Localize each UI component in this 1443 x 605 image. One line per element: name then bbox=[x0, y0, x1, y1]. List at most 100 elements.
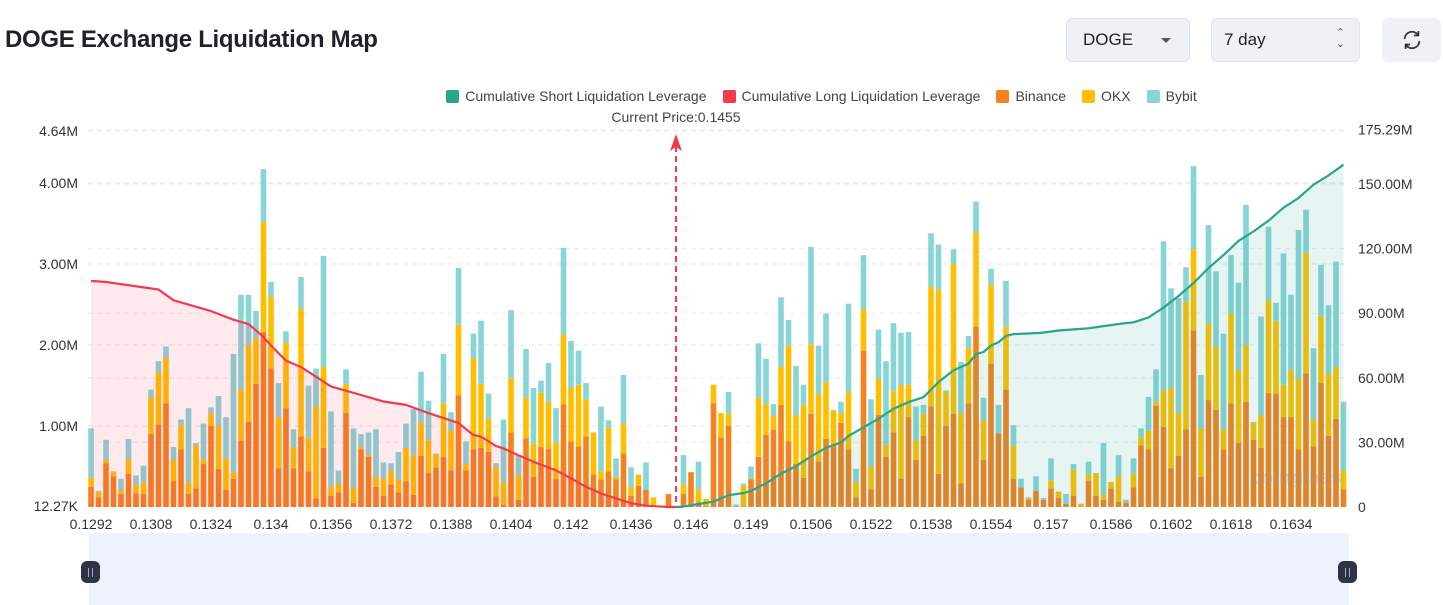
bar-okx[interactable] bbox=[403, 447, 409, 482]
bar-okx[interactable] bbox=[125, 459, 132, 474]
bar-binance[interactable] bbox=[88, 486, 94, 507]
bar-binance[interactable] bbox=[905, 417, 912, 507]
bar-okx[interactable] bbox=[913, 440, 919, 461]
bar-okx[interactable] bbox=[740, 485, 747, 507]
bar-binance[interactable] bbox=[763, 434, 769, 507]
bar-okx[interactable] bbox=[725, 413, 732, 426]
bar-okx[interactable] bbox=[620, 423, 627, 454]
bar-okx[interactable] bbox=[380, 478, 387, 496]
bar-bybit[interactable] bbox=[1243, 204, 1249, 345]
bar-okx[interactable] bbox=[470, 357, 477, 450]
bar-binance[interactable] bbox=[403, 481, 409, 507]
bar-bybit[interactable] bbox=[463, 441, 469, 465]
bar-okx[interactable] bbox=[1340, 470, 1347, 490]
bar-binance[interactable] bbox=[523, 438, 529, 507]
bar-okx[interactable] bbox=[223, 458, 229, 490]
bar-okx[interactable] bbox=[815, 394, 822, 462]
bar-okx[interactable] bbox=[1048, 480, 1054, 489]
bar-okx[interactable] bbox=[170, 460, 177, 482]
bar-okx[interactable] bbox=[545, 401, 552, 449]
bar-binance[interactable] bbox=[185, 494, 192, 507]
bar-binance[interactable] bbox=[1115, 501, 1122, 507]
bar-binance[interactable] bbox=[980, 460, 987, 507]
bar-binance[interactable] bbox=[778, 404, 784, 507]
bar-binance[interactable] bbox=[868, 489, 874, 507]
bar-bybit[interactable] bbox=[110, 471, 117, 473]
bar-okx[interactable] bbox=[1310, 419, 1317, 447]
bar-bybit[interactable] bbox=[575, 350, 582, 385]
bar-binance[interactable] bbox=[800, 477, 807, 507]
bar-bybit[interactable] bbox=[1115, 455, 1122, 477]
legend-item[interactable]: Bybit bbox=[1146, 88, 1197, 104]
bar-bybit[interactable] bbox=[1130, 458, 1137, 474]
bar-okx[interactable] bbox=[1243, 345, 1249, 402]
bar-okx[interactable] bbox=[335, 483, 342, 493]
bar-bybit[interactable] bbox=[193, 443, 199, 446]
bar-okx[interactable] bbox=[1220, 429, 1227, 450]
bar-binance[interactable] bbox=[103, 463, 109, 507]
bar-binance[interactable] bbox=[1183, 429, 1189, 507]
bar-binance[interactable] bbox=[935, 473, 942, 507]
bar-binance[interactable] bbox=[1085, 481, 1092, 507]
bar-okx[interactable] bbox=[1115, 476, 1122, 502]
bar-binance[interactable] bbox=[1108, 488, 1114, 507]
bar-okx[interactable] bbox=[680, 484, 687, 495]
bar-binance[interactable] bbox=[178, 449, 184, 507]
bar-binance[interactable] bbox=[395, 492, 402, 507]
bar-bybit[interactable] bbox=[290, 429, 297, 448]
bar-binance[interactable] bbox=[665, 494, 672, 507]
bar-okx[interactable] bbox=[950, 264, 957, 414]
bar-binance[interactable] bbox=[1100, 499, 1107, 507]
bar-bybit[interactable] bbox=[388, 463, 394, 471]
bar-okx[interactable] bbox=[388, 470, 394, 485]
bar-binance[interactable] bbox=[313, 498, 319, 507]
bar-binance[interactable] bbox=[1093, 495, 1099, 507]
bar-bybit[interactable] bbox=[425, 400, 432, 441]
bar-bybit[interactable] bbox=[485, 393, 492, 419]
bar-okx[interactable] bbox=[110, 472, 117, 477]
bar-okx[interactable] bbox=[1003, 327, 1009, 390]
bar-bybit[interactable] bbox=[163, 346, 169, 358]
bar-okx[interactable] bbox=[508, 378, 514, 433]
bar-binance[interactable] bbox=[703, 506, 709, 507]
bar-bybit[interactable] bbox=[725, 391, 732, 414]
bar-bybit[interactable] bbox=[815, 345, 822, 395]
bar-binance[interactable] bbox=[1303, 373, 1309, 507]
bar-binance[interactable] bbox=[388, 484, 394, 507]
bar-okx[interactable] bbox=[193, 445, 199, 489]
bar-okx[interactable] bbox=[1130, 473, 1137, 488]
bar-binance[interactable] bbox=[860, 350, 867, 507]
bar-bybit[interactable] bbox=[380, 462, 387, 479]
bar-bybit[interactable] bbox=[208, 407, 214, 414]
bar-okx[interactable] bbox=[928, 286, 934, 407]
bar-bybit[interactable] bbox=[1220, 333, 1227, 430]
bar-binance[interactable] bbox=[155, 424, 162, 507]
bar-okx[interactable] bbox=[455, 324, 462, 396]
bar-bybit[interactable] bbox=[500, 419, 507, 483]
bar-bybit[interactable] bbox=[365, 432, 372, 456]
bar-binance[interactable] bbox=[170, 481, 177, 507]
bar-okx[interactable] bbox=[463, 464, 469, 471]
bar-bybit[interactable] bbox=[755, 343, 762, 398]
bar-binance[interactable] bbox=[320, 447, 327, 507]
bar-binance[interactable] bbox=[305, 471, 312, 507]
bar-okx[interactable] bbox=[230, 472, 237, 479]
bar-bybit[interactable] bbox=[1183, 267, 1189, 302]
bar-binance[interactable] bbox=[628, 495, 634, 507]
bar-bybit[interactable] bbox=[868, 399, 874, 467]
bar-binance[interactable] bbox=[200, 464, 207, 507]
bar-okx[interactable] bbox=[613, 477, 619, 480]
bar-okx[interactable] bbox=[260, 221, 267, 333]
bar-bybit[interactable] bbox=[410, 408, 417, 456]
bar-bybit[interactable] bbox=[1153, 369, 1159, 402]
bar-bybit[interactable] bbox=[133, 475, 139, 486]
bar-okx[interactable] bbox=[635, 474, 642, 486]
bar-binance[interactable] bbox=[485, 451, 492, 507]
bar-okx[interactable] bbox=[1325, 374, 1332, 436]
legend-item[interactable]: Cumulative Long Liquidation Leverage bbox=[722, 88, 980, 104]
bar-bybit[interactable] bbox=[1063, 494, 1069, 504]
bar-okx[interactable] bbox=[500, 482, 507, 505]
bar-okx[interactable] bbox=[215, 426, 222, 469]
bar-okx[interactable] bbox=[1183, 301, 1189, 430]
bar-binance[interactable] bbox=[1333, 418, 1339, 507]
